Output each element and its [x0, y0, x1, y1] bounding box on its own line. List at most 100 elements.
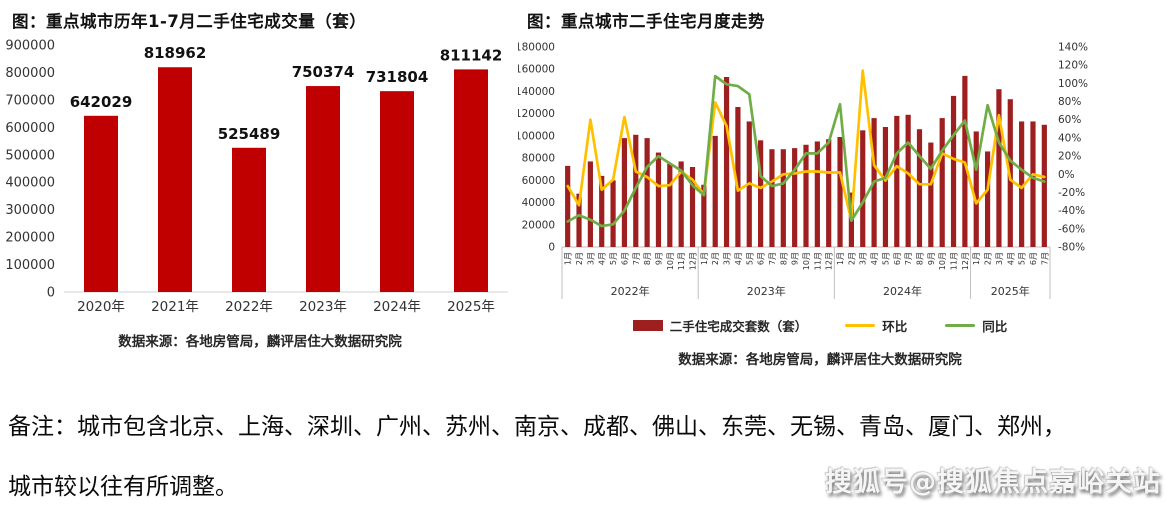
monthly-bar — [689, 167, 696, 247]
left-chart-title: 图：重点城市历年1-7月二手住宅成交量（套） — [12, 12, 367, 31]
month-tick-label: 5月 — [609, 252, 618, 265]
bar — [84, 115, 118, 292]
mom-line-swatch — [845, 323, 876, 328]
watermark: 搜狐号@搜狐焦点嘉峪关站 — [825, 467, 1161, 498]
y-tick-label: 800000 — [5, 66, 55, 81]
month-tick-label: 11月 — [950, 252, 959, 270]
month-tick-label: 3月 — [586, 252, 595, 265]
footnote-line-2: 城市较以往有所调整。 — [8, 473, 238, 500]
right-chart-source: 数据来源：各地房管局，麟评居住大数据研究院 — [678, 352, 962, 368]
y-tick-label: 100000 — [5, 258, 55, 273]
month-tick-label: 1月 — [700, 252, 709, 265]
x-category-label: 2024年 — [373, 299, 421, 315]
monthly-bar — [984, 151, 991, 247]
right-axis-tick-label: -40% — [1058, 205, 1085, 217]
right-axis-tick-label: -20% — [1058, 187, 1085, 199]
left-axis-tick-label: 0 — [548, 242, 555, 254]
monthly-bar — [814, 141, 820, 247]
month-tick-label: 12月 — [961, 252, 970, 270]
left-axis-tick-label: 100000 — [518, 130, 555, 142]
monthly-bar — [1030, 121, 1036, 247]
year-group-label: 2023年 — [747, 284, 786, 298]
month-tick-label: 7月 — [904, 252, 913, 265]
monthly-bar — [701, 184, 707, 247]
month-tick-label: 4月 — [734, 252, 743, 265]
bar — [306, 86, 340, 292]
monthly-bar — [973, 131, 979, 247]
monthly-bar — [644, 138, 650, 247]
x-category-label: 2025年 — [447, 299, 495, 315]
month-tick-label: 3月 — [859, 252, 868, 265]
footnote-line-1: 备注：城市包含北京、上海、深圳、广州、苏州、南京、成都、佛山、东莞、无锡、青岛、… — [8, 414, 1066, 440]
monthly-bar — [667, 163, 673, 247]
month-tick-label: 11月 — [813, 252, 822, 270]
bar-value-label: 750374 — [292, 63, 355, 81]
monthly-bar — [860, 130, 866, 247]
monthly-bar — [678, 161, 684, 247]
y-tick-label: 200000 — [5, 231, 55, 246]
yoy-line — [566, 74, 1046, 228]
month-tick-label: 7月 — [768, 252, 777, 265]
left-chart-source: 数据来源：各地房管局，麟评居住大数据研究院 — [118, 334, 402, 350]
month-tick-label: 9月 — [791, 252, 800, 265]
month-tick-label: 10月 — [666, 252, 675, 270]
legend-item-mom: 环比 — [845, 316, 907, 335]
legend-item-bars: 二手住宅成交套数（套） — [632, 316, 807, 335]
monthly-bar — [1041, 124, 1047, 247]
y-tick-label: 700000 — [5, 93, 55, 108]
bar — [454, 69, 488, 292]
bar-value-label: 642029 — [70, 93, 133, 111]
monthly-bar — [735, 107, 741, 247]
monthly-bar — [803, 144, 809, 247]
left-axis-tick-label: 20000 — [522, 219, 555, 231]
right-combo-chart: 0 20000 40000 60000 80000 100000 120000 140000 1… — [518, 42, 1088, 299]
month-tick-label: 4月 — [1006, 252, 1015, 265]
x-category-label: 2022年 — [225, 299, 273, 315]
monthly-bar — [655, 152, 662, 247]
x-category-label: 2021年 — [151, 299, 199, 315]
y-tick-label: 500000 — [5, 148, 55, 163]
legend-item-yoy: 同比 — [945, 316, 1007, 335]
right-axis-tick-label: 0% — [1058, 169, 1075, 181]
right-axis-tick-label: -60% — [1058, 223, 1085, 235]
monthly-bar — [905, 114, 911, 248]
month-tick-label: 4月 — [870, 252, 879, 265]
month-tick-label: 7月 — [1040, 252, 1049, 265]
bar-value-label: 811142 — [440, 46, 503, 64]
yoy-line-swatch — [945, 323, 976, 328]
right-axis-tick-label: 40% — [1058, 132, 1081, 144]
monthly-bar — [928, 142, 934, 247]
monthly-bar — [712, 135, 718, 247]
right-axis-tick-label: 140% — [1058, 42, 1088, 54]
monthly-bar — [916, 129, 923, 247]
bar — [380, 91, 414, 292]
month-tick-label: 2月 — [984, 252, 993, 265]
monthly-bar — [882, 127, 889, 247]
left-axis-tick-label: 140000 — [518, 86, 555, 98]
month-tick-label: 2月 — [575, 252, 584, 265]
monthly-bar — [599, 175, 605, 247]
right-axis-tick-label: 80% — [1058, 96, 1081, 108]
month-tick-label: 6月 — [1029, 252, 1038, 265]
y-tick-label: 400000 — [5, 176, 55, 191]
monthly-bar — [780, 149, 786, 247]
monthly-bar — [826, 139, 832, 247]
month-tick-label: 3月 — [723, 252, 732, 265]
month-tick-label: 1月 — [564, 252, 573, 265]
monthly-bar — [837, 137, 843, 247]
monthly-bar — [576, 193, 582, 247]
monthly-bar — [792, 148, 798, 247]
month-tick-label: 12月 — [689, 252, 698, 270]
month-tick-label: 7月 — [632, 252, 641, 265]
month-tick-label: 5月 — [745, 252, 754, 265]
month-tick-label: 9月 — [654, 252, 663, 265]
left-bar-chart: 0 100000 200000 300000 400000 500000 600000 700… — [5, 39, 508, 315]
month-tick-label: 2月 — [847, 252, 856, 265]
mom-line — [566, 69, 1046, 222]
right-chart-title: 图：重点城市二手住宅月度走势 — [527, 12, 765, 31]
right-axis-tick-label: -80% — [1058, 242, 1085, 254]
right-chart-legend: 二手住宅成交套数（套） 环比 同比 — [540, 316, 1100, 335]
month-tick-label: 10月 — [802, 252, 811, 270]
year-group-label: 2024年 — [883, 284, 922, 298]
